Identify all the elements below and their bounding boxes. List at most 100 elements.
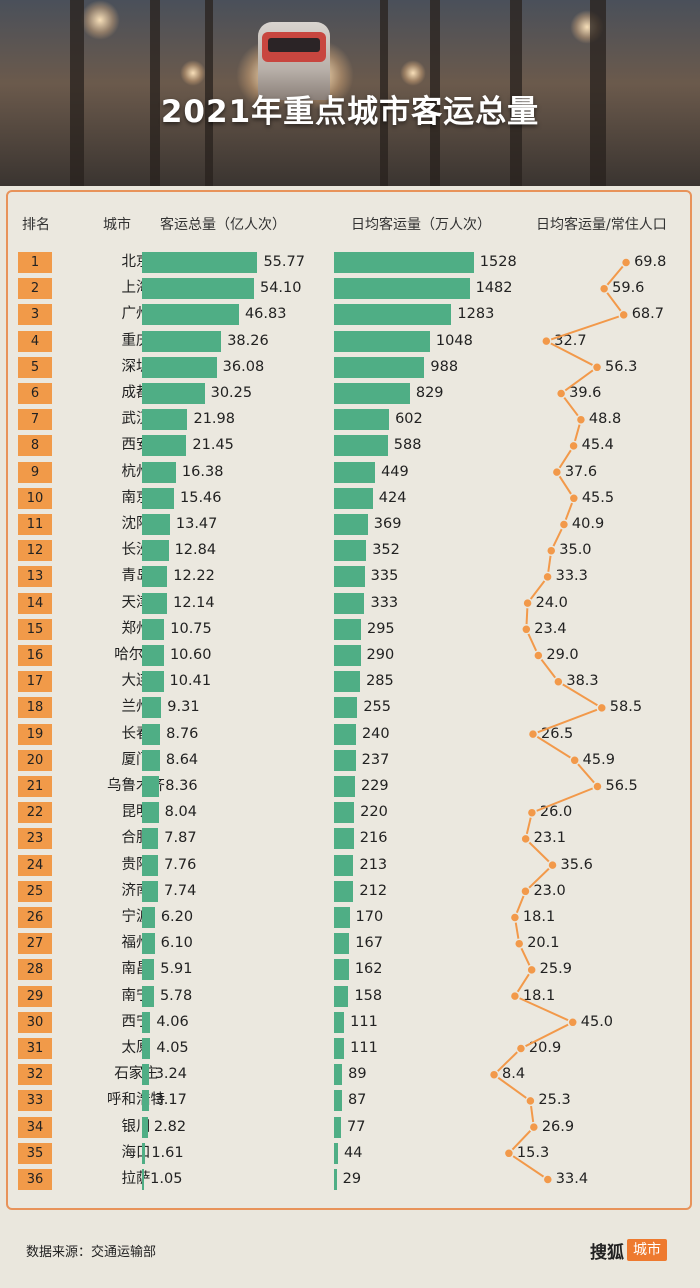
rank-badge: 32 <box>18 1064 52 1086</box>
daily-bar <box>334 435 388 457</box>
brand-tag: 城市 <box>627 1239 667 1261</box>
total-bar <box>142 1169 145 1190</box>
train-image <box>258 22 330 100</box>
total-value: 21.98 <box>193 411 235 428</box>
daily-bar <box>334 828 354 850</box>
ratio-point <box>509 912 521 923</box>
daily-bar <box>334 880 354 902</box>
ratio-point <box>526 807 538 818</box>
total-value: 1.05 <box>150 1171 183 1187</box>
total-value: 8.76 <box>166 725 199 742</box>
header-total: 客运总量（亿人次） <box>160 217 286 233</box>
daily-value: 216 <box>359 830 388 847</box>
daily-value: 213 <box>359 856 388 873</box>
rank-badge: 14 <box>18 592 52 614</box>
total-bar <box>142 828 159 850</box>
daily-bar <box>334 487 373 509</box>
daily-value: 602 <box>395 411 423 428</box>
ratio-point <box>541 335 552 347</box>
daily-value: 285 <box>366 673 394 690</box>
total-bar <box>142 383 205 404</box>
ratio-point <box>568 493 580 504</box>
total-value: 12.14 <box>173 594 215 611</box>
total-value: 3.17 <box>154 1092 187 1109</box>
rank-badge: 16 <box>18 645 52 666</box>
daily-value: 111 <box>350 1013 378 1030</box>
daily-bar <box>334 1169 337 1190</box>
total-bar <box>142 1064 149 1086</box>
city-name: 呼和浩特 <box>107 1092 165 1109</box>
rank-badge: 10 <box>18 487 52 509</box>
ratio-value: 18.1 <box>522 909 556 925</box>
ratio-value: 56.5 <box>605 778 638 794</box>
ratio-point <box>525 1095 536 1107</box>
daily-value: 424 <box>378 489 407 506</box>
daily-value: 212 <box>359 882 388 899</box>
total-bar <box>142 356 217 378</box>
ratio-point <box>527 728 539 740</box>
total-bar <box>142 1038 151 1059</box>
ratio-value: 23.0 <box>533 882 566 899</box>
ratio-series-line <box>492 261 627 1181</box>
daily-value: 240 <box>361 725 390 742</box>
page-title: 2021年重点城市客运总量 <box>160 94 540 130</box>
ratio-value: 23.4 <box>534 620 567 637</box>
daily-value: 335 <box>370 568 399 585</box>
ratio-point <box>521 624 532 635</box>
total-value: 8.04 <box>164 804 197 821</box>
rank-badge: 6 <box>18 383 52 404</box>
rank-badge: 3 <box>18 304 52 326</box>
ratio-value: 45.9 <box>582 751 615 768</box>
total-value: 9.31 <box>167 699 200 716</box>
ratio-value: 35.6 <box>560 856 593 873</box>
total-bar <box>142 907 155 928</box>
ratio-value: 48.8 <box>588 411 622 428</box>
ratio-point <box>528 1121 540 1133</box>
rank-badge: 2 <box>18 278 52 300</box>
rank-badge: 26 <box>18 907 52 928</box>
daily-value: 111 <box>350 1040 378 1056</box>
ratio-value: 15.3 <box>516 1144 550 1161</box>
ratio-value: 38.3 <box>566 673 599 690</box>
daily-bar <box>334 461 376 483</box>
rank-badge: 9 <box>18 461 52 483</box>
total-bar <box>142 540 169 562</box>
ratio-point <box>520 833 531 845</box>
total-bar <box>142 802 159 824</box>
total-value: 21.45 <box>192 437 234 454</box>
ratio-value: 26.0 <box>539 804 573 821</box>
ratio-value: 18.1 <box>522 987 556 1004</box>
total-value: 10.75 <box>170 620 212 637</box>
rank-badge: 21 <box>18 776 52 797</box>
total-bar <box>142 409 188 431</box>
total-value: 46.83 <box>244 306 287 323</box>
daily-bar <box>334 671 361 693</box>
total-value: 1.61 <box>151 1144 184 1161</box>
total-bar <box>142 1116 148 1138</box>
ratio-point <box>592 781 603 792</box>
rank-badge: 25 <box>18 880 52 902</box>
total-value: 4.05 <box>156 1040 189 1056</box>
daily-bar <box>334 776 355 797</box>
total-value: 8.64 <box>165 751 199 768</box>
total-value: 8.36 <box>165 778 198 794</box>
total-bar <box>142 252 258 273</box>
ratio-value: 33.3 <box>555 568 588 585</box>
daily-bar <box>334 645 361 666</box>
ratio-value: 45.5 <box>581 489 615 506</box>
total-bar <box>142 304 239 326</box>
daily-bar <box>334 1090 342 1112</box>
ratio-value: 24.0 <box>535 594 568 611</box>
ratio-point <box>488 1069 500 1080</box>
daily-value: 369 <box>373 516 402 532</box>
total-value: 2.82 <box>153 1118 187 1135</box>
daily-bar <box>334 697 358 719</box>
total-bar <box>142 330 222 352</box>
total-bar <box>142 435 187 457</box>
rank-badge: 31 <box>18 1038 52 1059</box>
total-bar <box>142 749 160 771</box>
total-value: 55.77 <box>263 254 305 270</box>
ratio-point <box>547 859 558 871</box>
ratio-point <box>503 1148 515 1159</box>
